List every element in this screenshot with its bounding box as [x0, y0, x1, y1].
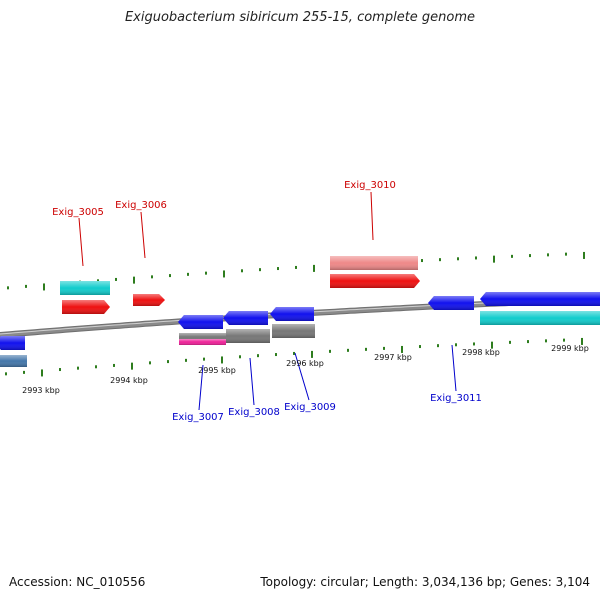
- misc-feature-left-shade: [0, 355, 27, 367]
- misc-feature-3007b-shade: [179, 339, 226, 345]
- gene-arrow-3007-shade: [178, 315, 223, 329]
- kbp-scale-labels: 2993 kbp 2994 kbp 2995 kbp 2996 kbp 2997 kbp…: [22, 344, 589, 395]
- rrna-feature-3012-shade: [480, 311, 600, 325]
- gene-label-reverse: Exig_3011: [430, 393, 482, 404]
- leader-line: [294, 352, 310, 401]
- leader-line: [370, 191, 374, 241]
- gene-arrow-3009: [270, 307, 314, 321]
- gene-arrow-3012: [480, 292, 600, 306]
- kbp-label: 2998 kbp: [462, 348, 500, 357]
- gene-arrow-3011-shade: [428, 296, 474, 310]
- pseudo-feature-3010-shade: [330, 256, 418, 270]
- gene-arrow-3005-shade: [62, 300, 110, 314]
- leader-line: [78, 217, 84, 267]
- pseudo-feature-3010: [330, 256, 418, 270]
- misc-feature-3007b: [179, 339, 226, 345]
- gene-label-reverse: Exig_3009: [284, 402, 336, 413]
- gene-arrow-3010: [330, 274, 420, 288]
- gene-features: [0, 256, 600, 367]
- accession-text: Accession: NC_010556: [9, 575, 146, 589]
- gene-arrow-3012-shade: [480, 292, 600, 306]
- leader-line: [198, 364, 204, 411]
- misc-feature-left: [0, 355, 27, 367]
- kbp-label: 2997 kbp: [374, 353, 412, 362]
- kbp-label: 2993 kbp: [22, 386, 60, 395]
- gene-arrow-3011: [428, 296, 474, 310]
- kbp-label: 2994 kbp: [110, 376, 148, 385]
- map-title: Exiguobacterium sibiricum 255-15, comple…: [124, 10, 476, 25]
- gene-arrow-3010-shade: [330, 274, 420, 288]
- kbp-label: 2999 kbp: [551, 344, 589, 353]
- leader-line: [140, 211, 146, 259]
- gene-arrow-3008-shade: [223, 311, 268, 325]
- genome-summary-text: Topology: circular; Length: 3,034,136 bp…: [260, 575, 590, 589]
- kbp-label: 2996 kbp: [286, 359, 324, 368]
- gene-labels: Exig_3005 Exig_3006 Exig_3010 Exig_3007 Exig…: [52, 180, 482, 423]
- gene-arrow-3006: [133, 294, 165, 306]
- gene-arrow-3008: [223, 311, 268, 325]
- misc-feature-3009: [272, 324, 315, 338]
- rrna-feature-3005-shade: [60, 281, 110, 295]
- misc-feature-3008-shade: [226, 329, 270, 343]
- gene-arrow-3007: [178, 315, 223, 329]
- kbp-label: 2995 kbp: [198, 366, 236, 375]
- gene-arrow-3009-shade: [270, 307, 314, 321]
- rrna-feature-3005: [60, 281, 110, 295]
- gene-label-forward: Exig_3006: [115, 200, 167, 211]
- misc-feature-3008: [226, 329, 270, 343]
- rrna-feature-3012: [480, 311, 600, 325]
- gene-label-forward: Exig_3005: [52, 207, 104, 218]
- gene-label-reverse: Exig_3008: [228, 407, 280, 418]
- leader-line: [249, 357, 255, 406]
- gene-arrow-left: [0, 336, 25, 350]
- label-leader-lines: [78, 191, 457, 411]
- gene-arrow-3005: [62, 300, 110, 314]
- gene-arrow-3006-shade: [133, 294, 165, 306]
- gene-label-reverse: Exig_3007: [172, 412, 224, 423]
- misc-feature-3009-shade: [272, 324, 315, 338]
- lower-tick-track: [5, 337, 583, 377]
- gene-arrow-left-shade: [0, 336, 25, 350]
- leader-line: [451, 344, 457, 392]
- gene-label-forward: Exig_3010: [344, 180, 396, 191]
